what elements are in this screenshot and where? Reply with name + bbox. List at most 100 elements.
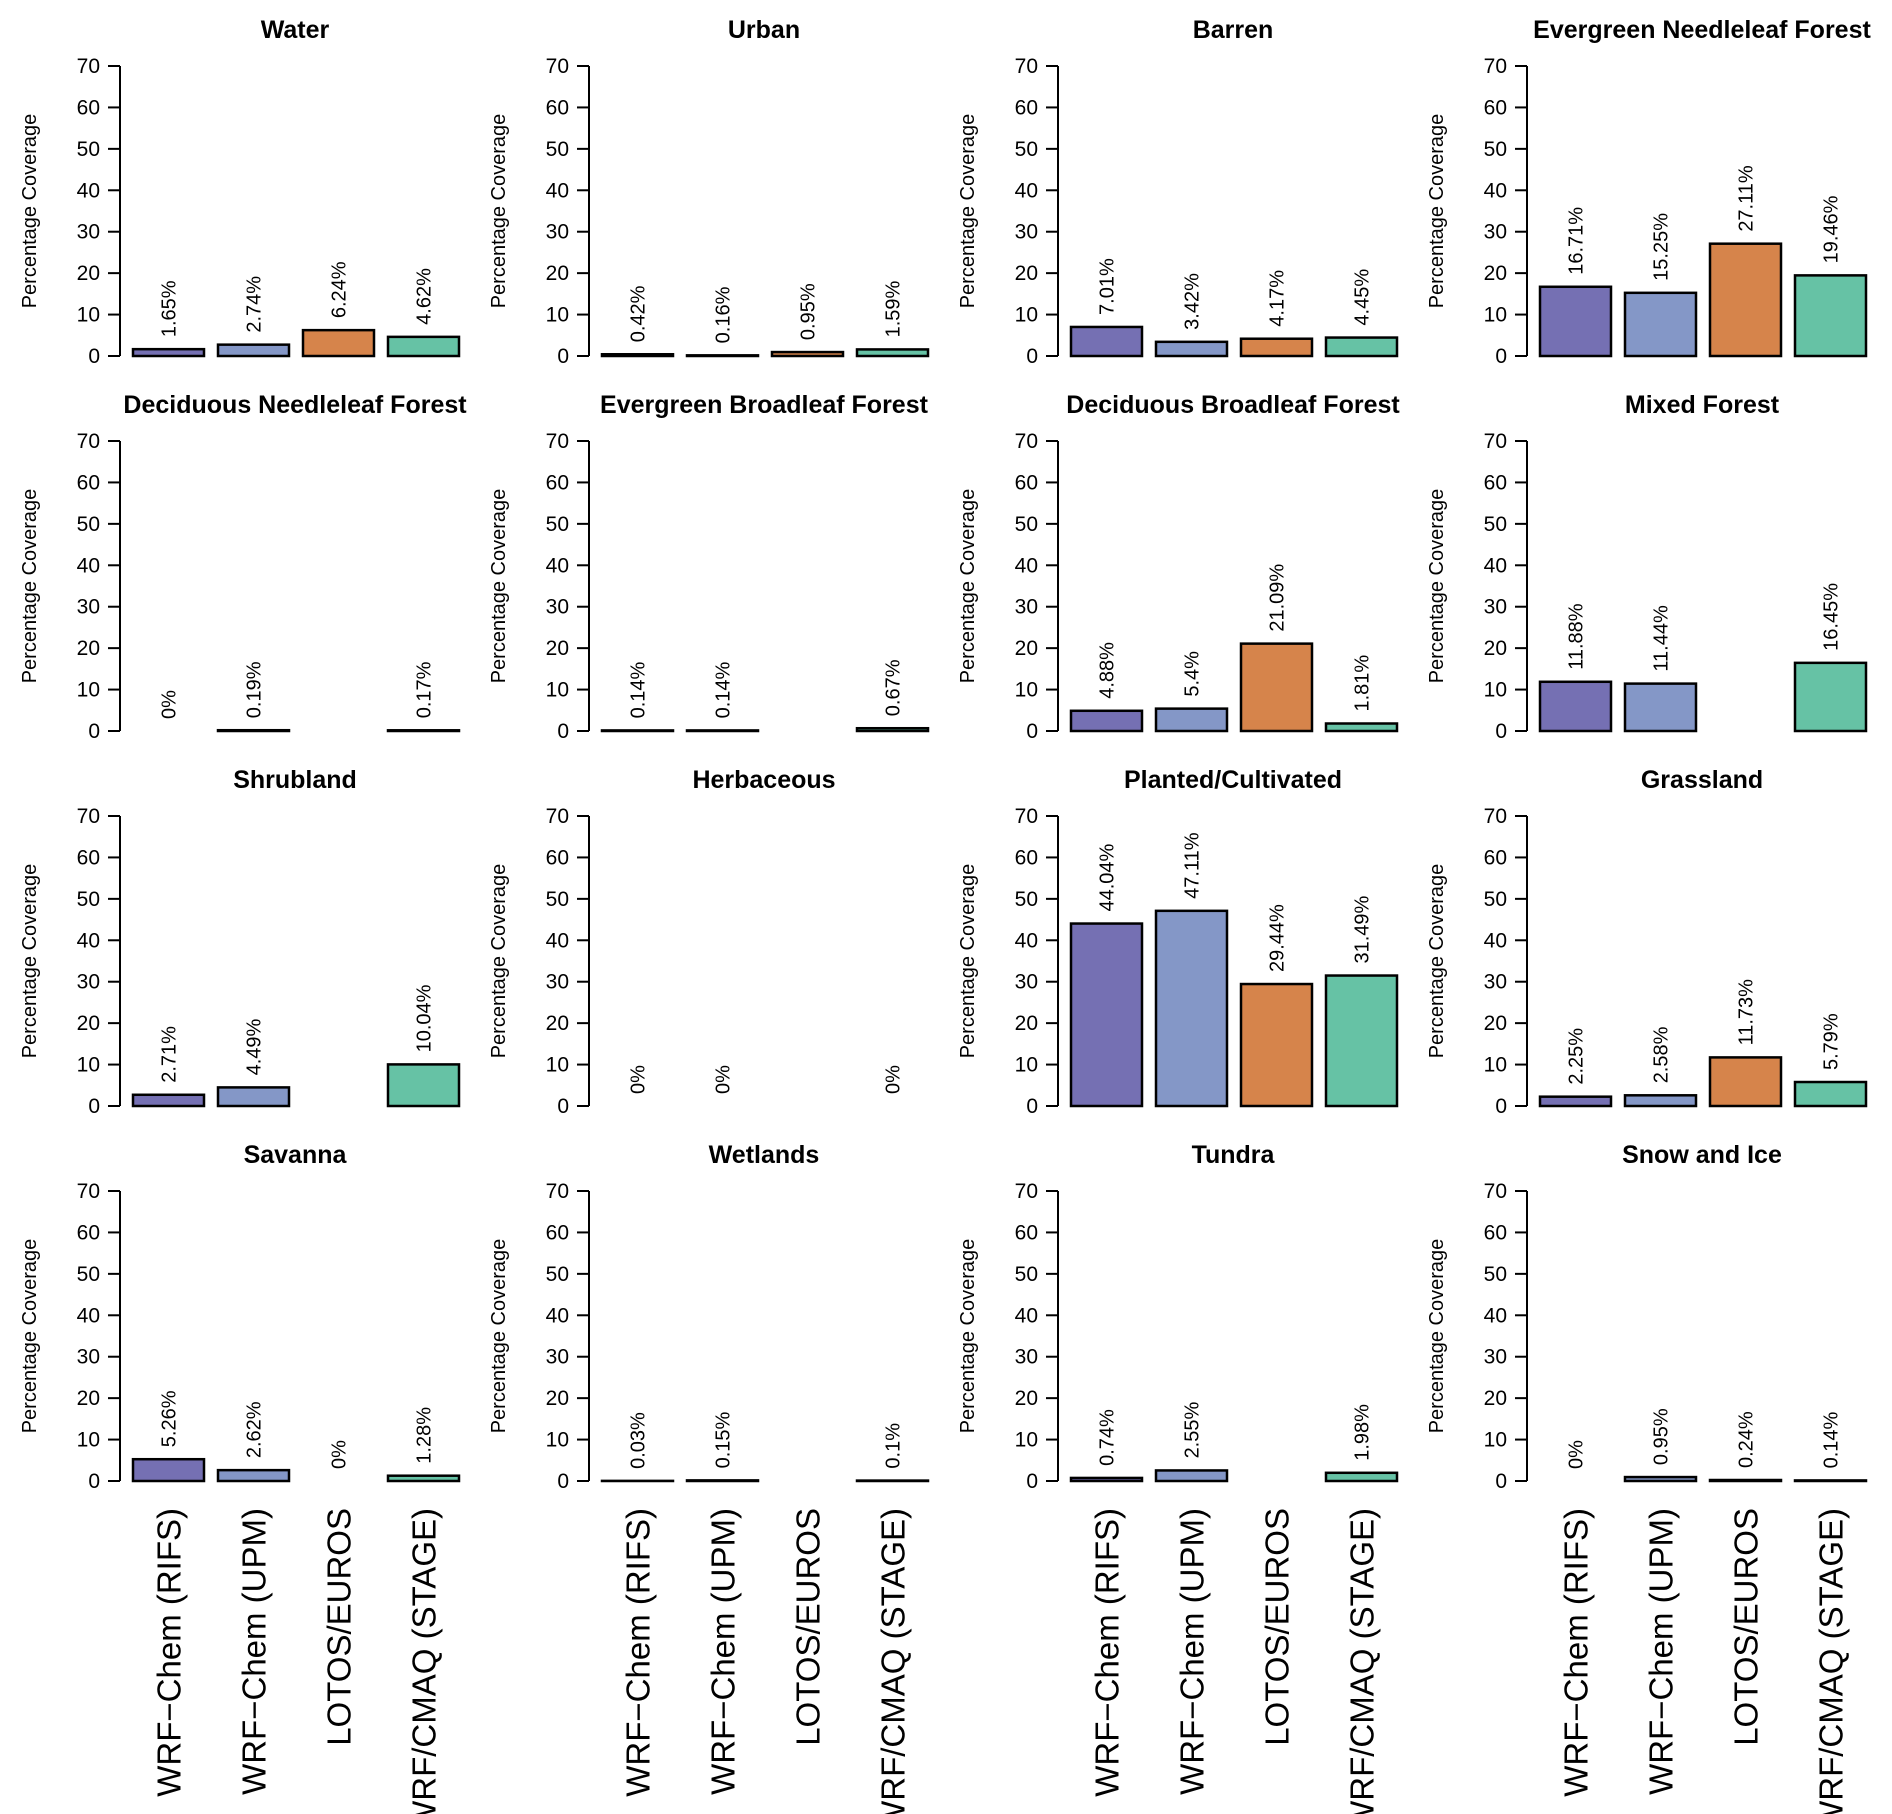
data-label: 1.28% (414, 1407, 436, 1464)
y-tick-label: 50 (546, 138, 569, 161)
bar-2 (1154, 340, 1229, 358)
y-tick-label: 40 (77, 179, 100, 202)
bar-3 (1708, 1478, 1783, 1483)
y-tick-label: 30 (546, 971, 569, 994)
y-axis-label: Percentage Coverage (957, 864, 979, 1059)
y-tick-label: 50 (1484, 513, 1507, 536)
panel-9: Herbaceous 0 10 20 30 40 50 60 70 Percentage Cove… (488, 766, 905, 1118)
data-label: 0.14% (628, 661, 650, 718)
bar-2 (216, 1086, 291, 1108)
y-tick-label: 50 (1484, 1263, 1507, 1286)
bar-4 (1793, 661, 1868, 733)
y-tick-label: 10 (1015, 679, 1038, 702)
y-tick-label: 60 (546, 846, 569, 869)
y-tick-label: 50 (77, 1263, 100, 1286)
y-tick-label: 70 (1484, 430, 1507, 453)
y-tick-label: 0 (1026, 1095, 1038, 1118)
panel-2: Barren 0 10 20 30 40 50 60 70 Percentage Coverage… (957, 16, 1399, 368)
y-tick-label: 60 (77, 471, 100, 494)
y-tick-label: 50 (546, 513, 569, 536)
bar-2 (1623, 1475, 1698, 1483)
y-tick-label: 0 (88, 720, 100, 743)
data-label: 2.71% (159, 1026, 181, 1083)
data-label: 0.42% (628, 285, 650, 342)
panel-1: Urban 0 10 20 30 40 50 60 70 Percentage Coverage 0… (488, 16, 930, 368)
y-tick-label: 0 (557, 1470, 569, 1493)
panel-title: Urban (728, 16, 800, 44)
y-tick-label: 60 (546, 96, 569, 119)
data-label: 0.74% (1097, 1409, 1119, 1466)
x-category-label: LOTOS/EUROS (790, 1508, 827, 1746)
y-tick-label: 10 (77, 1054, 100, 1077)
y-tick-label: 20 (1015, 637, 1038, 660)
data-label: 3.42% (1182, 273, 1204, 330)
data-label: 4.17% (1267, 270, 1289, 327)
y-tick-label: 50 (1015, 888, 1038, 911)
x-category-label: LOTOS/EUROS (1259, 1508, 1296, 1746)
y-tick-label: 10 (1015, 304, 1038, 327)
y-tick-label: 40 (1484, 179, 1507, 202)
data-label: 0% (628, 1065, 650, 1094)
bar-2 (1623, 682, 1698, 733)
y-tick-label: 10 (1484, 304, 1507, 327)
y-tick-label: 70 (546, 1180, 569, 1203)
y-tick-label: 20 (1015, 1387, 1038, 1410)
bar-1 (1538, 285, 1613, 358)
y-tick-label: 0 (1495, 720, 1507, 743)
y-tick-label: 30 (1484, 1346, 1507, 1369)
panel-10: Planted/Cultivated 0 10 20 30 40 50 60 70 Percent… (957, 766, 1399, 1118)
bar-3 (770, 350, 845, 358)
data-label: 5.79% (1821, 1013, 1843, 1070)
bar-1 (600, 729, 675, 733)
data-label: 21.09% (1267, 564, 1289, 632)
y-tick-label: 40 (546, 554, 569, 577)
data-label: 27.11% (1736, 165, 1758, 232)
y-tick-label: 20 (546, 262, 569, 285)
y-tick-label: 50 (546, 1263, 569, 1286)
y-tick-label: 50 (1484, 888, 1507, 911)
bar-2 (685, 354, 760, 358)
panel-5: Evergreen Broadleaf Forest 0 10 20 30 40 50 60 7… (488, 391, 930, 743)
x-category-label: WRF/CMAQ (STAGE) (406, 1508, 443, 1814)
data-label: 0.19% (244, 661, 266, 718)
y-tick-label: 10 (77, 304, 100, 327)
panel-title: Water (261, 16, 330, 44)
bar-2 (216, 343, 291, 358)
bar-1 (131, 1457, 206, 1483)
panel-3: Evergreen Needleleaf Forest 0 10 20 30 40 50 60… (1426, 16, 1871, 368)
y-tick-label: 30 (77, 971, 100, 994)
y-tick-label: 40 (1484, 1304, 1507, 1327)
x-category-label: WRF−Chem (UPM) (1643, 1508, 1680, 1795)
y-tick-label: 10 (77, 679, 100, 702)
x-category-label: WRF−Chem (RIFS) (151, 1508, 188, 1797)
bar-4 (386, 1474, 461, 1483)
y-axis-label: Percentage Coverage (488, 114, 510, 309)
y-tick-label: 10 (1484, 1054, 1507, 1077)
data-label: 5.26% (159, 1390, 181, 1447)
y-tick-label: 60 (546, 471, 569, 494)
y-tick-label: 10 (1484, 679, 1507, 702)
bar-2 (216, 728, 291, 733)
x-category-label: LOTOS/EUROS (321, 1508, 358, 1746)
y-tick-label: 40 (1484, 554, 1507, 577)
y-tick-label: 30 (77, 1346, 100, 1369)
y-tick-label: 70 (1484, 1180, 1507, 1203)
x-category-label: WRF−Chem (RIFS) (1089, 1508, 1126, 1797)
bar-3 (1708, 1056, 1783, 1108)
bar-2 (1154, 909, 1229, 1108)
y-tick-label: 0 (1026, 1470, 1038, 1493)
bar-4 (855, 726, 930, 733)
bar-1 (600, 353, 675, 358)
y-tick-label: 70 (77, 430, 100, 453)
data-label: 0.1% (883, 1423, 905, 1469)
bar-3 (1239, 982, 1314, 1108)
y-tick-label: 0 (557, 345, 569, 368)
data-label: 5.4% (1182, 651, 1204, 697)
data-label: 4.62% (414, 268, 436, 325)
panel-title: Deciduous Needleleaf Forest (123, 391, 467, 419)
y-axis-label: Percentage Coverage (488, 1239, 510, 1434)
panel-13: Wetlands 0 10 20 30 40 50 60 70 Percentage Covera… (488, 1141, 930, 1493)
data-label: 0.15% (713, 1411, 735, 1468)
y-tick-label: 10 (546, 1429, 569, 1452)
